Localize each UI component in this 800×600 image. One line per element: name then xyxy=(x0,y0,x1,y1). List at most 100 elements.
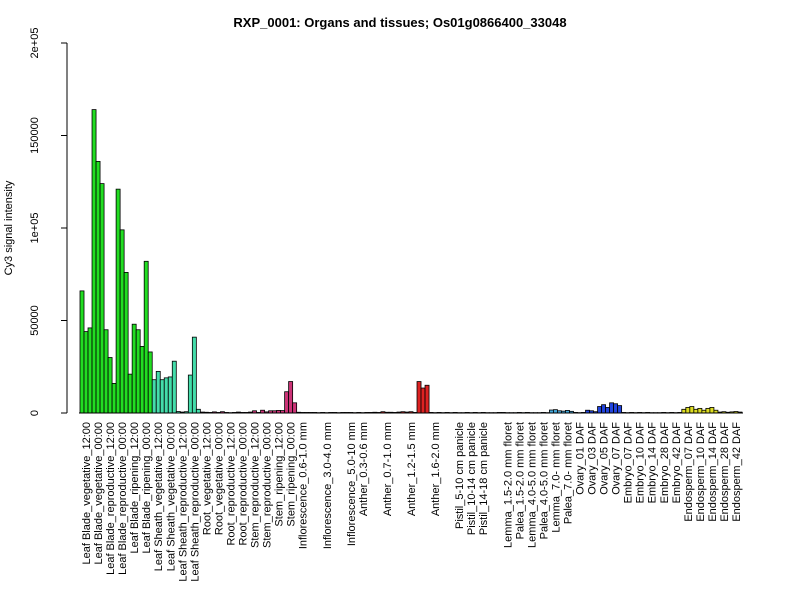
bar xyxy=(597,406,602,414)
x-tick-label: Root_vegetative_12:00 xyxy=(201,422,213,535)
bar xyxy=(91,109,97,414)
bar xyxy=(416,381,422,414)
bar xyxy=(191,336,197,414)
x-tick-label: Endosperm_28 DAF xyxy=(719,422,731,522)
y-tick-label: 1e+05 xyxy=(29,213,41,244)
x-tick-label: Stem_reproductive_00:00 xyxy=(262,422,274,548)
y-tick-label: 0 xyxy=(29,410,41,416)
x-tick-label: Pistil_10-14 cm panicle xyxy=(466,422,478,535)
x-tick-label: Anther_0.7-1.0 mm xyxy=(382,422,394,516)
bar xyxy=(83,331,89,414)
bar xyxy=(693,408,699,414)
bar xyxy=(107,357,113,414)
x-tick-label: Root_vegetative_00:00 xyxy=(213,422,225,535)
bar xyxy=(147,351,153,414)
bar xyxy=(123,271,129,414)
x-tick-label: Pistil_5-10 cm panicle xyxy=(454,422,466,529)
x-tick-label: Leaf Blade_ripening_00:00 xyxy=(141,422,153,554)
bar xyxy=(119,229,125,414)
x-tick-label: Embryo_42 DAF xyxy=(671,422,683,504)
x-tick-label: Inflorescence_0.6-1.0 mm xyxy=(298,422,310,549)
bar xyxy=(187,374,193,414)
x-tick-label: Anther_0.3-0.6 mm xyxy=(358,422,370,516)
bar xyxy=(605,407,611,414)
x-tick-label: Anther_1.2-1.5 mm xyxy=(406,422,418,516)
x-tick-label: Palea_7.0- mm floret xyxy=(562,422,574,524)
x-tick-label: Stem_reproductive_12:00 xyxy=(250,422,262,548)
x-tick-label: Inflorescence_5.0-10 mm xyxy=(346,422,358,546)
bar xyxy=(135,329,141,414)
x-tick-label: Endosperm_14 DAF xyxy=(707,422,719,522)
bar xyxy=(163,377,169,414)
bar xyxy=(617,405,623,414)
x-tick-label: Embryo_07 DAF xyxy=(623,422,635,504)
x-tick-label: Leaf Blade_vegetative_12:00 xyxy=(81,422,93,565)
bar xyxy=(689,406,695,414)
bar xyxy=(127,373,133,414)
bar xyxy=(79,290,85,414)
y-tick-label: 2e+05 xyxy=(29,28,41,59)
bar xyxy=(167,376,173,414)
bar xyxy=(155,370,161,414)
x-tick-label: Lemma_1.5-2.0 mm floret xyxy=(502,422,514,548)
bar xyxy=(420,387,426,414)
y-tick-label: 50000 xyxy=(29,305,41,336)
x-tick-label: Root_reproductive_00:00 xyxy=(237,422,249,546)
y-tick-label: 150000 xyxy=(29,117,41,154)
x-tick-label: Leaf Blade_reproductive_00:00 xyxy=(117,422,129,575)
x-tick-label: Endosperm_42 DAF xyxy=(731,422,743,522)
x-tick-label: Lemma_7.0- mm floret xyxy=(550,422,562,533)
x-tick-label: Embryo_14 DAF xyxy=(647,422,659,504)
x-tick-label: Leaf Blade_vegetative_00:00 xyxy=(93,422,105,565)
bar xyxy=(95,160,101,414)
bar xyxy=(284,391,290,414)
bar xyxy=(143,260,149,414)
bar xyxy=(131,323,137,414)
bar xyxy=(288,381,294,414)
x-tick-label: Root_reproductive_12:00 xyxy=(225,422,237,546)
x-tick-label: Endosperm_07 DAF xyxy=(683,422,695,522)
x-tick-label: Palea_1.5-2.0 mm floret xyxy=(514,422,526,539)
x-tick-label: Endosperm_10 DAF xyxy=(695,422,707,522)
bar xyxy=(115,188,121,414)
bar xyxy=(103,329,109,414)
x-tick-label: Stem_ripening_00:00 xyxy=(286,422,298,527)
x-tick-label: Lemma_4.0-5.0 mm floret xyxy=(526,422,538,548)
bars xyxy=(79,109,743,414)
bar xyxy=(601,404,606,414)
x-tick-label: Embryo_28 DAF xyxy=(659,422,671,504)
x-tick-label: Palea_4.0-5.0 mm floret xyxy=(538,422,550,539)
bar xyxy=(292,402,298,414)
x-axis-tick-labels: Leaf Blade_vegetative_12:00 Leaf Blade_ve… xyxy=(81,422,743,582)
x-tick-label: Leaf Blade_reproductive_12:00 xyxy=(105,422,117,575)
bar xyxy=(424,384,430,414)
x-tick-label: Leaf Sheath_vegetative_00:00 xyxy=(165,422,177,571)
x-tick-label: Leaf Sheath_reproductive_12:00 xyxy=(177,422,189,582)
x-tick-label: Ovary_07 DAF xyxy=(611,422,623,495)
bar xyxy=(685,407,691,414)
bar xyxy=(171,360,177,414)
bar xyxy=(111,382,117,414)
bar xyxy=(697,407,703,414)
bar xyxy=(681,408,687,414)
bar xyxy=(195,408,201,414)
bar xyxy=(159,379,165,414)
bar xyxy=(139,345,145,414)
bar xyxy=(609,402,615,414)
x-tick-label: Leaf Blade_ripening_12:00 xyxy=(129,422,141,554)
x-tick-label: Leaf Sheath_vegetative_12:00 xyxy=(153,422,165,571)
bar xyxy=(87,327,93,414)
bar xyxy=(151,379,157,414)
y-axis-label: Cy3 signal intensity xyxy=(3,180,15,275)
bar xyxy=(709,407,715,414)
x-tick-label: Leaf Sheath_reproductive_00:00 xyxy=(189,422,201,582)
y-axis: 0 50000 1e+05 150000 2e+05 xyxy=(29,28,68,416)
x-tick-label: Ovary_03 DAF xyxy=(587,422,599,495)
chart-title: RXP_0001: Organs and tissues; Os01g08664… xyxy=(233,15,566,30)
x-tick-label: Embryo_10 DAF xyxy=(635,422,647,504)
bar xyxy=(99,183,105,414)
x-tick-label: Stem_ripening_12:00 xyxy=(274,422,286,527)
x-tick-label: Ovary_01 DAF xyxy=(575,422,587,495)
x-tick-label: Anther_1.6-2.0 mm xyxy=(430,422,442,516)
